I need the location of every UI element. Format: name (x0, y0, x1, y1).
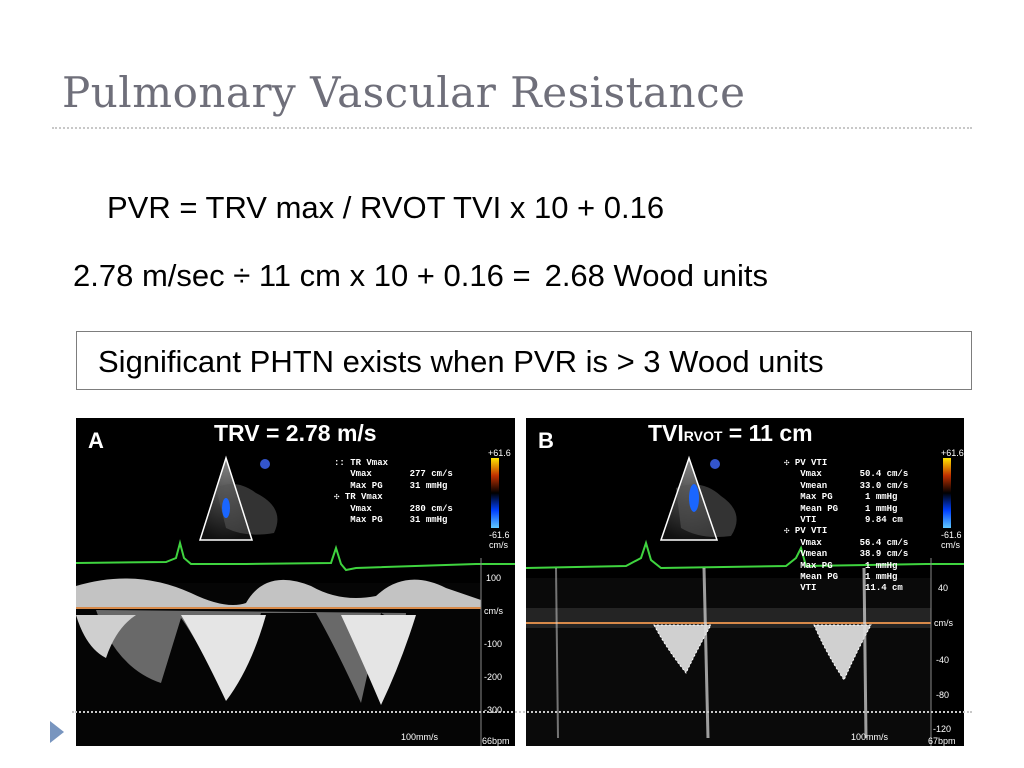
scale-top-b: +61.6 (941, 448, 964, 458)
echo-image-b: B TVIRVOT = 11 cm ✣ PV VTI Vmax 50.4 cm/… (526, 418, 964, 746)
title-divider (52, 127, 972, 129)
callout-text: Significant PHTN exists when PVR is > 3 … (98, 344, 824, 379)
color-flow-a (222, 498, 230, 518)
scale-unit-a: cm/s (489, 540, 508, 550)
probe-marker-a (260, 459, 270, 469)
velocity-tick-b-4: -80 (936, 690, 950, 700)
bullet-triangle-icon (50, 721, 64, 743)
measurement-readout-b: ✣ PV VTI Vmax 50.4 cm/s Vmean 33.0 cm/s … (784, 458, 909, 594)
sweep-speed-a: 100mm/s (401, 732, 439, 742)
scale-unit-b: cm/s (941, 540, 960, 550)
velocity-tick-a-3: -100 (484, 639, 503, 649)
velocity-tick-a-1: 100 (486, 573, 502, 583)
probe-marker-b (710, 459, 720, 469)
ecg-trace-a (76, 539, 515, 572)
tr-envelope-1 (181, 615, 266, 701)
sweep-speed-b: 100mm/s (851, 732, 889, 742)
panel-letter-a: A (88, 428, 104, 453)
doppler-trace-a (76, 455, 515, 746)
velocity-tick-b-5: -120 (933, 724, 952, 734)
scale-bottom-b: -61.6 (941, 530, 962, 540)
heading-rvot-subscript: RVOT (683, 428, 723, 444)
slide-title: Pulmonary Vascular Resistance (62, 68, 746, 117)
velocity-tick-a-4: -200 (484, 672, 503, 682)
heading-value: = 11 cm (722, 420, 813, 446)
tr-envelope-2 (341, 615, 416, 705)
color-scale-b (943, 458, 951, 528)
panel-heading-a: TRV = 2.78 m/s (214, 420, 377, 446)
ecg-trace-b (526, 539, 964, 570)
callout-box (76, 331, 972, 390)
color-scale-a (491, 458, 499, 528)
pvr-calculation: 2.78 m/sec ÷ 11 cm x 10 + 0.16 = 2.68 Woo… (73, 258, 768, 294)
forward-flow-a (76, 578, 481, 608)
pvr-formula: PVR = TRV max / RVOT TVI x 10 + 0.16 (107, 190, 665, 225)
heart-rate-a: 66bpm (482, 736, 510, 746)
measurement-readout-a: :: TR Vmax Vmax 277 cm/s Max PG 31 mmHg … (334, 458, 453, 526)
doppler-trace-b (526, 455, 964, 746)
footer-divider (72, 711, 972, 713)
scale-bottom-a: -61.6 (489, 530, 510, 540)
panel-heading-b: TVIRVOT = 11 cm (648, 420, 813, 447)
velocity-tick-b-3: -40 (936, 655, 950, 665)
scale-top-a: +61.6 (488, 448, 511, 458)
velocity-tick-b-1: 40 (938, 583, 949, 593)
calculation-result: 2.68 Wood units (544, 258, 769, 293)
calculation-expression: 2.78 m/sec ÷ 11 cm x 10 + 0.16 = (73, 258, 531, 293)
heart-rate-b: 67bpm (928, 736, 956, 746)
velocity-tick-a-2: cm/s (484, 606, 503, 616)
echo-image-a: A TRV = 2.78 m/s :: TR Vmax Vmax 277 cm/… (76, 418, 515, 746)
velocity-tick-b-2: cm/s (934, 618, 953, 628)
color-flow-b (689, 484, 699, 512)
panel-letter-b: B (538, 428, 554, 453)
velocity-tick-a-5: -300 (484, 705, 503, 715)
heading-tvi: TVI (648, 420, 684, 446)
